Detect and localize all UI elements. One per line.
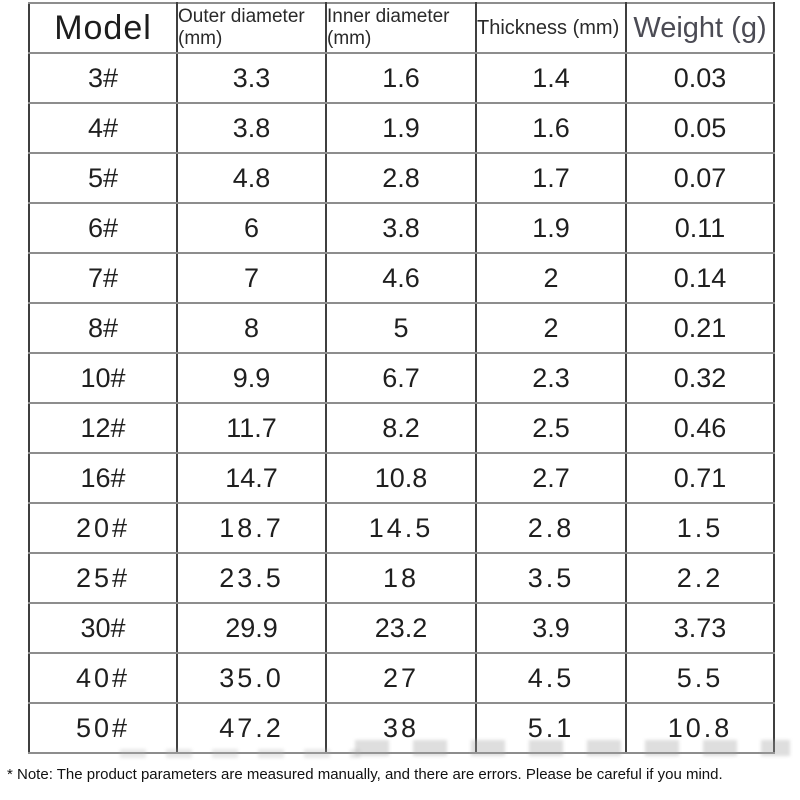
cell-inner: 3.8 bbox=[325, 202, 477, 254]
column-header-outer-unit: (mm) bbox=[178, 28, 223, 49]
cell-outer: 3.3 bbox=[176, 52, 327, 104]
cell-weight: 0.05 bbox=[625, 102, 775, 154]
table-row: 12# 11.7 8.2 2.5 0.46 bbox=[28, 402, 775, 454]
cell-weight: 0.71 bbox=[625, 452, 775, 504]
cell-weight: 10.8 bbox=[625, 702, 775, 754]
cell-outer: 23.5 bbox=[176, 552, 327, 604]
cell-model: 50# bbox=[28, 702, 178, 754]
cell-outer: 11.7 bbox=[176, 402, 327, 454]
cell-outer: 7 bbox=[176, 252, 327, 304]
cell-weight: 0.03 bbox=[625, 52, 775, 104]
cell-thickness: 4.5 bbox=[475, 652, 627, 704]
column-header-inner-label: Inner diameter bbox=[327, 6, 450, 28]
table-row: 25# 23.5 18 3.5 2.2 bbox=[28, 552, 775, 604]
cell-thickness: 2.5 bbox=[475, 402, 627, 454]
cell-inner: 38 bbox=[325, 702, 477, 754]
cell-inner: 27 bbox=[325, 652, 477, 704]
cell-weight: 0.46 bbox=[625, 402, 775, 454]
cell-weight: 5.5 bbox=[625, 652, 775, 704]
cell-outer: 47.2 bbox=[176, 702, 327, 754]
cell-outer: 18.7 bbox=[176, 502, 327, 554]
cell-thickness: 2.8 bbox=[475, 502, 627, 554]
cell-outer: 6 bbox=[176, 202, 327, 254]
table-row: 30# 29.9 23.2 3.9 3.73 bbox=[28, 602, 775, 654]
cell-weight: 0.21 bbox=[625, 302, 775, 354]
cell-model: 25# bbox=[28, 552, 178, 604]
cell-weight: 1.5 bbox=[625, 502, 775, 554]
cell-weight: 2.2 bbox=[625, 552, 775, 604]
cell-thickness: 2.3 bbox=[475, 352, 627, 404]
cell-inner: 5 bbox=[325, 302, 477, 354]
table-row: 16# 14.7 10.8 2.7 0.71 bbox=[28, 452, 775, 504]
cell-model: 6# bbox=[28, 202, 178, 254]
cell-model: 10# bbox=[28, 352, 178, 404]
table-row: 20# 18.7 14.5 2.8 1.5 bbox=[28, 502, 775, 554]
cell-model: 4# bbox=[28, 102, 178, 154]
cell-model: 7# bbox=[28, 252, 178, 304]
cell-thickness: 1.4 bbox=[475, 52, 627, 104]
cell-outer: 8 bbox=[176, 302, 327, 354]
column-header-model: Model bbox=[28, 2, 178, 54]
table-row: 40# 35.0 27 4.5 5.5 bbox=[28, 652, 775, 704]
cell-model: 30# bbox=[28, 602, 178, 654]
cell-inner: 23.2 bbox=[325, 602, 477, 654]
cell-outer: 3.8 bbox=[176, 102, 327, 154]
header-row: Model Outer diameter (mm) Inner diameter… bbox=[28, 2, 775, 54]
cell-weight: 0.14 bbox=[625, 252, 775, 304]
cell-outer: 29.9 bbox=[176, 602, 327, 654]
cell-thickness: 3.5 bbox=[475, 552, 627, 604]
cell-outer: 14.7 bbox=[176, 452, 327, 504]
cell-weight: 3.73 bbox=[625, 602, 775, 654]
cell-inner: 1.6 bbox=[325, 52, 477, 104]
spec-table-header: Model Outer diameter (mm) Inner diameter… bbox=[28, 2, 775, 54]
cell-model: 20# bbox=[28, 502, 178, 554]
cell-thickness: 3.9 bbox=[475, 602, 627, 654]
table-row: 6# 6 3.8 1.9 0.11 bbox=[28, 202, 775, 254]
cell-thickness: 2 bbox=[475, 252, 627, 304]
column-header-outer-label: Outer diameter bbox=[178, 6, 305, 28]
cell-outer: 4.8 bbox=[176, 152, 327, 204]
cell-model: 12# bbox=[28, 402, 178, 454]
footnote: * Note: The product parameters are measu… bbox=[7, 766, 723, 783]
column-header-outer-diameter: Outer diameter (mm) bbox=[176, 2, 327, 54]
column-header-inner-unit: (mm) bbox=[327, 28, 372, 49]
table-row: 10# 9.9 6.7 2.3 0.32 bbox=[28, 352, 775, 404]
cell-model: 16# bbox=[28, 452, 178, 504]
cell-thickness: 1.6 bbox=[475, 102, 627, 154]
table-row: 3# 3.3 1.6 1.4 0.03 bbox=[28, 52, 775, 104]
cell-inner: 8.2 bbox=[325, 402, 477, 454]
cell-inner: 14.5 bbox=[325, 502, 477, 554]
cell-model: 8# bbox=[28, 302, 178, 354]
cell-thickness: 1.7 bbox=[475, 152, 627, 204]
column-header-weight: Weight (g) bbox=[625, 2, 775, 54]
cell-weight: 0.07 bbox=[625, 152, 775, 204]
cell-model: 3# bbox=[28, 52, 178, 104]
cell-model: 5# bbox=[28, 152, 178, 204]
column-header-thickness: Thickness (mm) bbox=[475, 2, 627, 54]
cell-outer: 9.9 bbox=[176, 352, 327, 404]
cell-inner: 4.6 bbox=[325, 252, 477, 304]
table-row: 50# 47.2 38 5.1 10.8 bbox=[28, 702, 775, 754]
cell-inner: 6.7 bbox=[325, 352, 477, 404]
cell-inner: 10.8 bbox=[325, 452, 477, 504]
table-row: 7# 7 4.6 2 0.14 bbox=[28, 252, 775, 304]
table-row: 8# 8 5 2 0.21 bbox=[28, 302, 775, 354]
table-row: 5# 4.8 2.8 1.7 0.07 bbox=[28, 152, 775, 204]
cell-inner: 1.9 bbox=[325, 102, 477, 154]
cell-thickness: 5.1 bbox=[475, 702, 627, 754]
spec-table: Model Outer diameter (mm) Inner diameter… bbox=[28, 2, 775, 754]
cell-thickness: 2 bbox=[475, 302, 627, 354]
cell-inner: 18 bbox=[325, 552, 477, 604]
column-header-inner-diameter: Inner diameter (mm) bbox=[325, 2, 477, 54]
spec-table-body: 3# 3.3 1.6 1.4 0.03 4# 3.8 1.9 1.6 0.05 5# 4.8 2.8 1.… bbox=[28, 52, 775, 754]
cell-outer: 35.0 bbox=[176, 652, 327, 704]
cell-thickness: 1.9 bbox=[475, 202, 627, 254]
cell-model: 40# bbox=[28, 652, 178, 704]
cell-weight: 0.32 bbox=[625, 352, 775, 404]
table-row: 4# 3.8 1.9 1.6 0.05 bbox=[28, 102, 775, 154]
cell-inner: 2.8 bbox=[325, 152, 477, 204]
cell-thickness: 2.7 bbox=[475, 452, 627, 504]
cell-weight: 0.11 bbox=[625, 202, 775, 254]
